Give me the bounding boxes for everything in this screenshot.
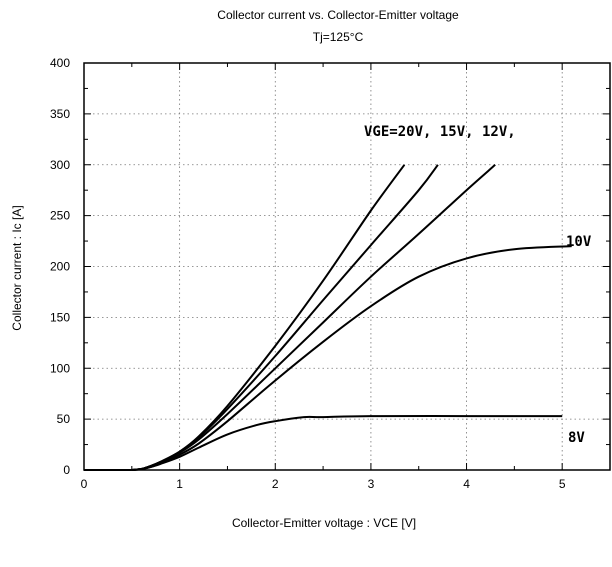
chart-subtitle: Tj=125°C — [313, 30, 364, 44]
y-tick-label: 200 — [50, 260, 70, 274]
series-line-8v — [131, 415, 563, 471]
y-tick-label: 400 — [50, 56, 70, 70]
y-tick-label: 250 — [50, 209, 70, 223]
annotation-8v: 8V — [568, 430, 585, 446]
y-tick-label: 100 — [50, 361, 70, 375]
x-tick-label: 4 — [463, 477, 470, 491]
x-tick-label: 5 — [559, 477, 566, 491]
y-axis-label: Collector current : Ic [A] — [10, 205, 24, 330]
chart-title: Collector current vs. Collector-Emitter … — [217, 8, 459, 22]
y-tick-label: 300 — [50, 158, 70, 172]
x-tick-label: 1 — [176, 477, 183, 491]
x-tick-label: 3 — [368, 477, 375, 491]
plot-frame — [83, 62, 611, 471]
gridlines — [84, 63, 610, 470]
annotation-vge-20-15-12: VGE=20V, 15V, 12V, — [364, 124, 516, 140]
axis-ticks — [83, 62, 610, 471]
x-axis-label: Collector-Emitter voltage : VCE [V] — [232, 516, 416, 530]
x-tick-label: 2 — [272, 477, 279, 491]
series-line-15v — [131, 164, 439, 471]
y-tick-label: 150 — [50, 310, 70, 324]
x-tick-label: 0 — [81, 477, 88, 491]
y-tick-label: 50 — [57, 412, 71, 426]
y-tick-label: 0 — [63, 463, 70, 477]
y-tick-label: 350 — [50, 107, 70, 121]
annotation-10v: 10V — [566, 234, 592, 250]
